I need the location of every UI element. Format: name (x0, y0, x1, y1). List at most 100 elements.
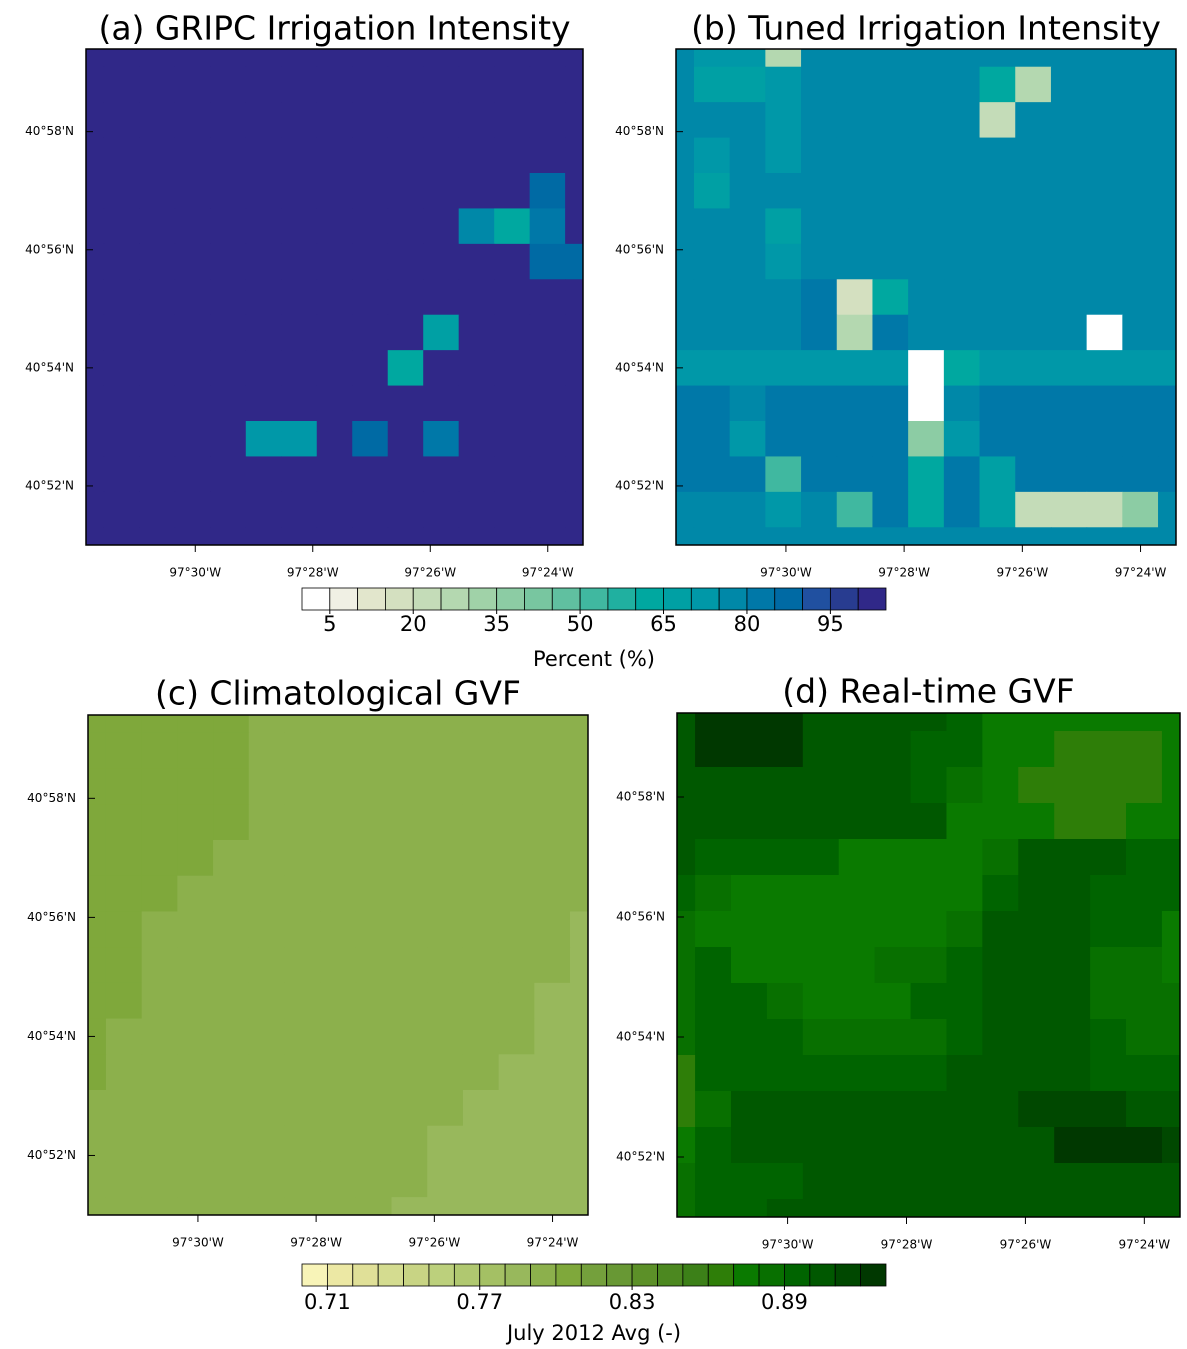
cell (355, 1197, 393, 1215)
cell (982, 1127, 1019, 1164)
cell (1122, 421, 1159, 457)
cell (213, 768, 250, 805)
cell (874, 1199, 912, 1217)
cell (391, 715, 428, 734)
cell (498, 875, 535, 912)
colorbar-box (440, 587, 470, 611)
cell (139, 314, 176, 351)
cell (316, 527, 353, 545)
cell (529, 527, 566, 545)
cell (979, 279, 1016, 316)
x-tick-label: 97°24'W (1118, 1238, 1170, 1252)
colorbar-box (496, 587, 525, 611)
cell (910, 1127, 947, 1164)
cell (391, 804, 428, 841)
cell (943, 279, 981, 316)
cell (498, 1054, 535, 1091)
cell (872, 527, 909, 545)
cell (979, 102, 1016, 139)
cell (387, 137, 424, 174)
cell (534, 982, 571, 1020)
cell (387, 456, 424, 493)
cell (565, 66, 583, 103)
x-tick-label: 97°24'W (1115, 566, 1167, 580)
cell (695, 1163, 732, 1200)
cell (423, 173, 460, 209)
cell (423, 49, 460, 68)
cell (103, 491, 140, 528)
cell (695, 767, 732, 804)
colorbar-box (385, 587, 414, 611)
cell (1086, 421, 1123, 457)
cell (982, 983, 1019, 1020)
cell (387, 491, 424, 528)
cell (177, 911, 214, 948)
cell (570, 911, 588, 948)
cell (766, 731, 804, 768)
cell (88, 768, 107, 805)
cell (802, 1163, 840, 1200)
cell (103, 173, 140, 209)
y-tick-label: 40°58'N (616, 789, 665, 803)
cell (529, 350, 566, 387)
cell (1050, 243, 1088, 280)
cell (494, 102, 531, 139)
cell (427, 840, 464, 877)
cell (838, 911, 876, 948)
cell (982, 767, 1019, 804)
cell (693, 350, 731, 387)
cell (801, 102, 838, 139)
colorbar-box (860, 1263, 887, 1287)
cell (105, 982, 143, 1020)
cell (836, 279, 873, 316)
cell (872, 314, 909, 351)
colorbar-tick-label: 0.77 (456, 1290, 503, 1314)
cell (213, 1090, 250, 1127)
cell (1122, 314, 1159, 351)
cell (1122, 49, 1159, 68)
cell (677, 875, 696, 912)
cell (1018, 1199, 1055, 1217)
cell (1090, 1199, 1127, 1217)
cell (391, 840, 428, 877)
cell (801, 279, 838, 316)
cell (281, 385, 318, 422)
cell (105, 1161, 143, 1198)
cell (245, 385, 282, 422)
cell (570, 1125, 588, 1162)
cell (529, 243, 566, 280)
cell (105, 911, 143, 948)
cell (352, 49, 389, 68)
y-tick-label: 40°58'N (615, 124, 664, 138)
cell (387, 279, 424, 316)
cell (458, 314, 495, 351)
cell (320, 875, 357, 912)
cell (462, 715, 500, 734)
cell (458, 421, 495, 457)
cell (730, 1163, 768, 1200)
cell (1158, 208, 1176, 245)
cell (494, 456, 531, 493)
cell (139, 456, 176, 493)
cell (139, 243, 176, 280)
cell (729, 49, 766, 68)
cell (979, 137, 1016, 174)
x-tick-label: 97°30'W (760, 566, 812, 580)
cell (1122, 279, 1159, 316)
cell (103, 66, 140, 103)
cell (139, 208, 176, 245)
cell (676, 385, 695, 422)
cell (766, 1019, 804, 1056)
cell (352, 421, 389, 457)
colorbar-box (682, 1263, 709, 1287)
cell (1054, 1055, 1091, 1092)
cell (765, 527, 802, 545)
cell (534, 732, 571, 770)
cell (316, 208, 353, 245)
cell (1158, 491, 1176, 528)
cell (105, 715, 143, 734)
cell (910, 911, 947, 948)
cell (281, 173, 318, 209)
cell (729, 491, 766, 528)
cell (284, 1090, 321, 1127)
